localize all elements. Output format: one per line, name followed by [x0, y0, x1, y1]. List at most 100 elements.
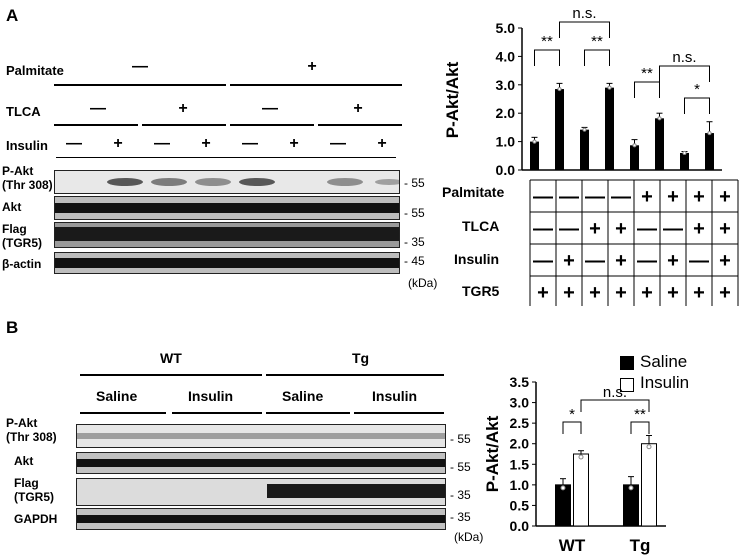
legend-saline-swatch [620, 356, 634, 370]
chart-b-ytick-label: 1.5 [510, 456, 530, 472]
table-cell-sign: + [719, 186, 731, 208]
sub-insulin-wt: Insulin [188, 388, 234, 404]
table-cell-sign: + [719, 282, 731, 304]
akt-blot-a [54, 196, 400, 220]
flag-label-b: Flag (TGR5) [14, 476, 54, 504]
sub-bracket-3 [266, 412, 350, 414]
pakt-blot-b [76, 424, 446, 448]
chart-a-ns-2-label: n.s. [672, 49, 696, 66]
table-cell-sign: — [533, 218, 553, 240]
chart-a-sig-2-label: ** [591, 33, 603, 50]
chart-b-bar [555, 484, 571, 527]
chart-b-point [628, 485, 634, 491]
table-row-insulin-label: Insulin [454, 251, 500, 267]
chart-a-point [582, 127, 587, 132]
chart-b-bar [641, 443, 657, 527]
sub-insulin-tg: Insulin [372, 388, 418, 404]
sub-bracket-4 [354, 412, 444, 414]
mw-flag-a: - 35 [404, 235, 425, 249]
mw-flag-b: - 35 [450, 488, 471, 502]
group-tg-label: Tg [352, 350, 370, 366]
panel-a-letter: A [6, 6, 19, 25]
flag-blot-a [54, 222, 400, 248]
insulin-sign-6: + [289, 135, 299, 152]
chart-b-point [560, 485, 566, 491]
insulin-sign-5: — [242, 135, 258, 152]
chart-a-ytick-label: 2.0 [496, 105, 516, 121]
chart-a-sig-2-bracket [584, 49, 610, 66]
chart-a-point [532, 139, 537, 144]
pakt-label-b: P-Akt (Thr 308) [6, 416, 57, 444]
chart-b-point [578, 454, 584, 460]
palmitate-bracket-2 [230, 84, 402, 86]
table-row-palmitate-label: Palmitate [442, 184, 505, 200]
chart-a-ytick-label: 1.0 [496, 134, 516, 150]
tlca-bracket-1 [54, 124, 138, 126]
chart-b-ytick-label: 2.5 [510, 415, 530, 431]
chart-a: 0.01.02.03.04.05.0P-Akt/Akt** **n.s.***n.… [443, 5, 722, 178]
insulin-label: Insulin [6, 138, 48, 153]
akt-label-a: Akt [2, 200, 22, 214]
chart-a-bar [605, 87, 614, 170]
legend-insulin-swatch [620, 378, 634, 392]
actin-label-a: β-actin [2, 257, 42, 271]
kda-label-a: (kDa) [408, 276, 438, 290]
akt-blot-b [76, 452, 446, 474]
chart-a-ylabel: P-Akt/Akt [443, 61, 462, 138]
table-cell-sign: + [641, 186, 653, 208]
table-cell-sign: — [611, 186, 631, 208]
table-cell-sign: + [667, 250, 679, 272]
insulin-sign-1: — [66, 135, 82, 152]
chart-a-point [557, 86, 562, 92]
table-cell-sign: + [641, 282, 653, 304]
chart-a-sig-4-bracket [684, 97, 710, 114]
chart-a-ytick-label: 0.0 [496, 162, 516, 178]
chart-a-point [707, 130, 712, 136]
table-cell-sign: + [667, 282, 679, 304]
insulin-sign-7: — [330, 135, 346, 152]
chart-b-sig-2-label: ** [634, 406, 646, 423]
treatment-table-grid: — — — — + + + + — — + + — — + + — + — + — + — + + + + + + + + + [529, 179, 739, 306]
actin-blot-a [54, 252, 400, 274]
mw-pakt-a: - 55 [404, 176, 425, 190]
chart-a-ns-2-bracket [659, 65, 710, 82]
sub-saline-tg: Saline [282, 388, 324, 404]
table-cell-sign: + [719, 218, 731, 240]
table-cell-sign: + [589, 218, 601, 240]
insulin-sign-3: — [154, 135, 170, 152]
gapdh-label-b: GAPDH [14, 512, 58, 526]
mw-akt-a: - 55 [404, 206, 425, 220]
chart-b-point [646, 444, 652, 450]
mw-gapdh-b: - 35 [450, 510, 471, 524]
table-cell-sign: + [693, 282, 705, 304]
pakt-blot-a [54, 170, 400, 194]
tlca-bracket-2 [142, 124, 226, 126]
table-row-tlca-label: TLCA [462, 218, 500, 234]
chart-a-sig-4-label: * [694, 81, 700, 98]
palmitate-sign-1: — [132, 58, 148, 75]
table-cell-sign: + [537, 282, 549, 304]
table-cell-sign: — [559, 218, 579, 240]
chart-a-ns-1-bracket [559, 21, 610, 38]
table-cell-sign: — [533, 186, 553, 208]
chart-a-bar [530, 141, 539, 170]
akt-label-b: Akt [14, 454, 34, 468]
table-cell-sign: + [615, 282, 627, 304]
group-wt-bracket [80, 374, 262, 376]
chart-b-bar [573, 453, 589, 527]
palmitate-sign-2: + [307, 58, 317, 75]
table-cell-sign: + [667, 186, 679, 208]
chart-a-bar [655, 118, 664, 170]
chart-b-bar [623, 484, 639, 527]
table-cell-sign: — [689, 250, 709, 272]
insulin-sign-2: + [113, 135, 123, 152]
insulin-sign-4: + [201, 135, 211, 152]
chart-a-sig-3-label: ** [641, 65, 653, 82]
tlca-sign-2: + [178, 100, 188, 117]
group-wt-label: WT [160, 350, 182, 366]
flag-label-a: Flag (TGR5) [2, 222, 42, 250]
chart-a-ytick-label: 5.0 [496, 20, 516, 36]
chart-b-sig-1-label: * [569, 406, 575, 423]
pakt-label-a: P-Akt (Thr 308) [2, 164, 53, 192]
table-cell-sign: + [589, 282, 601, 304]
